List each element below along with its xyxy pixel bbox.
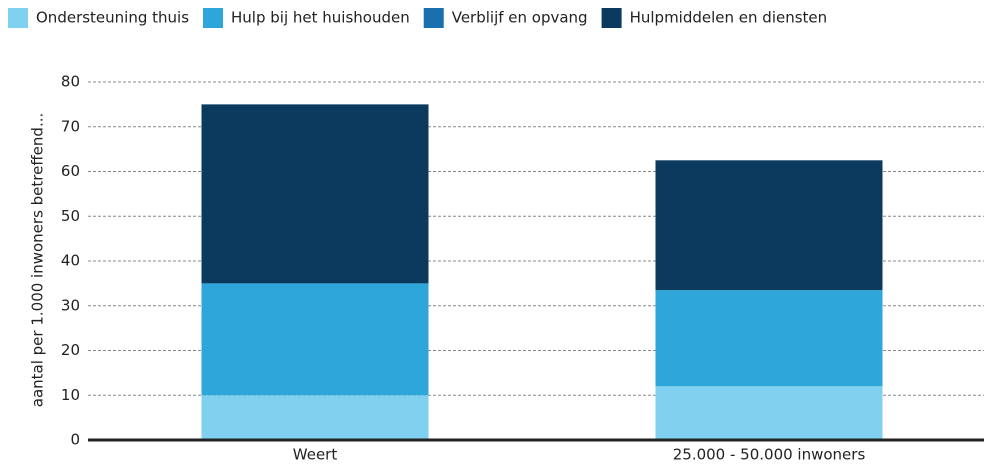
bar-segment (655, 160, 883, 291)
y-tick-label: 80 (61, 73, 80, 91)
legend-label: Ondersteuning thuis (36, 9, 189, 27)
y-tick-label: 40 (61, 252, 80, 270)
legend-swatch (601, 8, 622, 28)
legend-label: Hulp bij het huishouden (231, 9, 410, 27)
x-tick-label: 25.000 - 50.000 inwoners (673, 446, 866, 464)
y-tick-label: 20 (61, 341, 80, 359)
y-tick-label: 0 (70, 431, 80, 449)
x-tick-label: Weert (293, 446, 338, 464)
legend-swatch (203, 8, 224, 28)
y-axis-label: aantal per 1.000 inwoners betreffend... (29, 113, 47, 408)
y-tick-label: 60 (61, 162, 80, 180)
y-tick-label: 50 (61, 207, 80, 225)
legend-label: Verblijf en opvang (452, 9, 588, 27)
y-tick-label: 10 (61, 386, 80, 404)
legend-label: Hulpmiddelen en diensten (630, 9, 828, 27)
legend-swatch (423, 8, 444, 28)
legend-swatch (8, 8, 28, 28)
bar-segment (201, 395, 429, 440)
y-tick-label: 70 (61, 117, 80, 135)
bar-segment (201, 104, 429, 284)
bar-segment (201, 283, 429, 396)
y-tick-label: 30 (61, 296, 80, 314)
bar-segment (655, 386, 883, 440)
bar-segment (655, 290, 883, 387)
